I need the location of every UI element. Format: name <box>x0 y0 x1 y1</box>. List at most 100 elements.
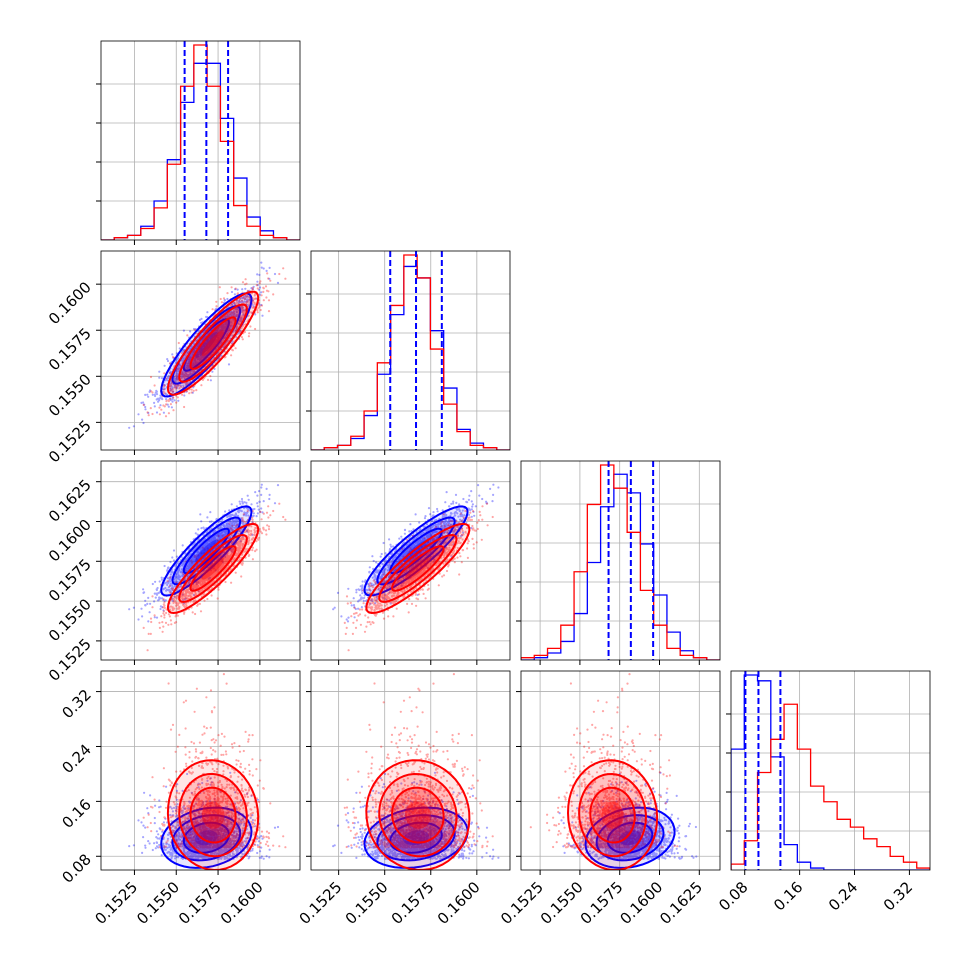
scatter-point <box>214 337 217 340</box>
scatter-point <box>209 348 212 351</box>
scatter-point <box>185 366 188 369</box>
scatter-point <box>247 299 250 302</box>
scatter-point <box>205 348 208 352</box>
scatter-point <box>210 336 213 339</box>
scatter-point <box>194 359 197 362</box>
scatter-point <box>206 345 209 348</box>
scatter-point <box>227 328 231 331</box>
scatter-point <box>221 328 224 332</box>
scatter-point <box>253 301 256 304</box>
scatter-point <box>241 309 244 312</box>
scatter-point <box>239 297 242 300</box>
scatter-point <box>182 375 185 378</box>
scatter-point <box>235 313 238 316</box>
scatter-point <box>193 361 196 364</box>
scatter-point <box>238 331 241 334</box>
scatter-point <box>186 351 189 354</box>
scatter-point <box>185 374 188 377</box>
scatter-point <box>211 340 214 343</box>
scatter-point <box>195 347 198 350</box>
scatter-point <box>169 372 172 375</box>
scatter-point <box>181 375 184 378</box>
scatter-point <box>167 399 170 402</box>
scatter-point <box>147 411 150 415</box>
scatter-point <box>206 378 210 381</box>
scatter-point <box>207 348 210 352</box>
scatter-point <box>202 355 206 358</box>
scatter-point <box>206 352 209 355</box>
scatter-point <box>223 328 226 331</box>
scatter-point <box>201 349 204 353</box>
scatter-point <box>232 314 235 317</box>
scatter-point <box>254 491 257 494</box>
scatter-point <box>252 305 255 308</box>
scatter-point <box>167 376 170 380</box>
scatter-point <box>178 364 181 367</box>
scatter-point <box>225 322 228 325</box>
scatter-point <box>191 353 194 356</box>
scatter-point <box>209 339 212 342</box>
scatter-point <box>191 352 194 356</box>
scatter-point <box>177 367 180 370</box>
scatter-point <box>193 363 197 366</box>
scatter-point <box>213 344 216 347</box>
scatter-point <box>149 602 152 605</box>
scatter-point <box>251 288 254 291</box>
scatter-point <box>177 366 180 370</box>
scatter-point <box>262 512 265 515</box>
scatter-point <box>200 527 203 530</box>
scatter-point <box>210 336 213 339</box>
scatter-point <box>212 343 215 346</box>
scatter-point <box>221 331 224 334</box>
scatter-point <box>175 370 178 373</box>
scatter-point <box>245 298 248 301</box>
scatter-point <box>158 580 161 583</box>
scatter-point <box>254 297 257 300</box>
scatter-point <box>183 376 186 379</box>
scatter-point <box>236 292 239 295</box>
scatter-point <box>233 312 236 316</box>
scatter-point <box>267 290 270 293</box>
scatter-point <box>223 336 226 340</box>
scatter-point <box>204 353 207 356</box>
scatter-point <box>245 501 248 504</box>
scatter-point <box>255 284 258 287</box>
scatter-point <box>192 363 196 366</box>
scatter-point <box>178 347 181 350</box>
scatter-point <box>235 314 238 318</box>
scatter-point <box>214 348 217 351</box>
scatter-point <box>170 385 173 388</box>
scatter-point <box>227 339 230 342</box>
scatter-point <box>171 396 174 399</box>
scatter-point <box>213 343 216 346</box>
scatter-point <box>155 411 159 414</box>
scatter-point <box>187 365 190 368</box>
scatter-point <box>195 354 198 357</box>
scatter-point <box>218 333 221 336</box>
scatter-point <box>205 341 208 344</box>
scatter-point <box>202 349 205 352</box>
scatter-point <box>259 308 262 312</box>
scatter-point <box>213 342 216 345</box>
scatter-point <box>231 313 234 316</box>
scatter-point <box>173 378 176 382</box>
scatter-point <box>224 316 227 319</box>
scatter-point <box>230 503 233 506</box>
scatter-point <box>188 357 192 360</box>
scatter-point <box>268 266 271 269</box>
scatter-point <box>229 321 232 324</box>
scatter-point <box>203 353 206 356</box>
scatter-point <box>217 331 221 334</box>
scatter-point <box>167 566 170 569</box>
scatter-point <box>266 272 269 275</box>
scatter-point <box>220 331 223 334</box>
scatter-point <box>217 339 220 342</box>
scatter-point <box>167 399 170 403</box>
scatter-point <box>226 333 229 336</box>
scatter-point <box>209 379 212 382</box>
scatter-point <box>236 292 239 295</box>
scatter-point <box>186 367 189 370</box>
scatter-point <box>192 360 195 363</box>
scatter-point <box>158 376 161 379</box>
scatter-point <box>239 319 242 322</box>
